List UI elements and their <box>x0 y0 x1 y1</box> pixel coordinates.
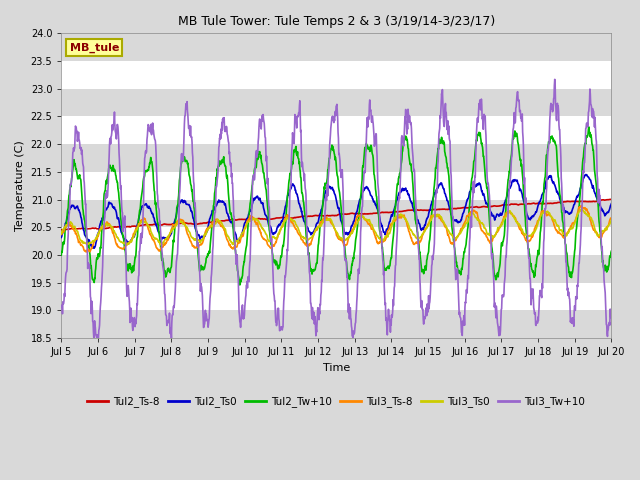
Bar <box>61 89 611 117</box>
Bar <box>61 255 611 283</box>
Legend: Tul2_Ts-8, Tul2_Ts0, Tul2_Tw+10, Tul3_Ts-8, Tul3_Ts0, Tul3_Tw+10: Tul2_Ts-8, Tul2_Ts0, Tul2_Tw+10, Tul3_Ts… <box>83 392 589 411</box>
Bar <box>61 144 611 172</box>
Bar <box>61 33 611 61</box>
Title: MB Tule Tower: Tule Temps 2 & 3 (3/19/14-3/23/17): MB Tule Tower: Tule Temps 2 & 3 (3/19/14… <box>178 15 495 28</box>
Y-axis label: Temperature (C): Temperature (C) <box>15 140 25 231</box>
X-axis label: Time: Time <box>323 363 350 373</box>
Text: MB_tule: MB_tule <box>70 42 119 53</box>
Bar <box>61 200 611 228</box>
Bar <box>61 311 611 338</box>
